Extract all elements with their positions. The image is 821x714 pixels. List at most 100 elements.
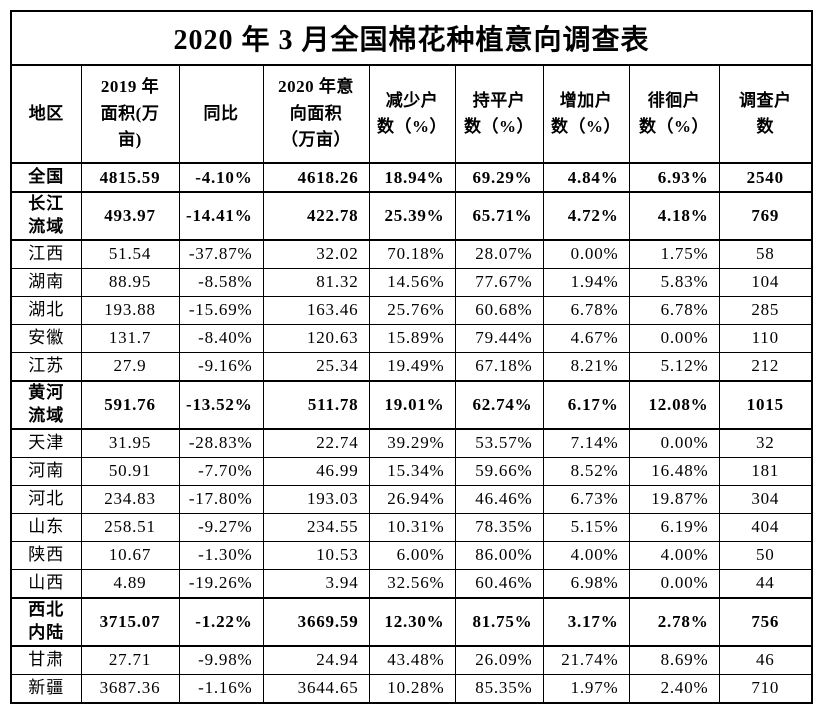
area-2020-intent-cell: 46.99 — [262, 456, 370, 486]
decrease-households-cell: 39.29% — [368, 428, 456, 458]
wavering-households-cell: 2.78% — [628, 596, 720, 647]
wavering-households-cell: 2.40% — [628, 673, 720, 704]
increase-households-cell: 6.78% — [542, 295, 630, 325]
column-header-increase-households: 增加户 数（%） — [542, 64, 630, 164]
yoy-cell: -9.27% — [178, 512, 264, 542]
region-cell: 长江 流域 — [10, 191, 82, 241]
table-row: 安徽 131.7 -8.40% 120.63 15.89% 79.44% 4.6… — [10, 323, 813, 353]
yoy-cell: -1.16% — [178, 673, 264, 704]
table-row: 江苏 27.9 -9.16% 25.34 19.49% 67.18% 8.21%… — [10, 351, 813, 382]
decrease-households-cell: 18.94% — [368, 162, 456, 193]
wavering-households-cell: 4.18% — [628, 191, 720, 241]
wavering-households-cell: 1.75% — [628, 239, 720, 269]
area-2020-intent-cell: 24.94 — [262, 645, 370, 675]
area-2020-intent-cell: 193.03 — [262, 484, 370, 514]
area-2019-cell: 591.76 — [80, 379, 180, 430]
decrease-households-cell: 19.49% — [368, 351, 456, 382]
increase-households-cell: 6.17% — [542, 379, 630, 430]
flat-households-cell: 60.46% — [454, 568, 544, 599]
region-cell: 西北 内陆 — [10, 596, 82, 647]
cotton-survey-table: 2020 年 3 月全国棉花种植意向调查表 地区 2019 年 面积(万 亩) … — [10, 10, 814, 704]
area-2019-cell: 4815.59 — [80, 162, 180, 193]
increase-households-cell: 6.73% — [542, 484, 630, 514]
yoy-cell: -9.98% — [178, 645, 264, 675]
area-2020-intent-cell: 120.63 — [262, 323, 370, 353]
wavering-households-cell: 16.48% — [628, 456, 720, 486]
decrease-households-cell: 14.56% — [368, 267, 456, 297]
flat-households-cell: 62.74% — [454, 379, 544, 430]
yoy-cell: -19.26% — [178, 568, 264, 599]
wavering-households-cell: 5.83% — [628, 267, 720, 297]
decrease-households-cell: 32.56% — [368, 568, 456, 599]
area-2019-cell: 193.88 — [80, 295, 180, 325]
yoy-cell: -8.40% — [178, 323, 264, 353]
area-2020-intent-cell: 3644.65 — [262, 673, 370, 704]
table-row: 湖北 193.88 -15.69% 163.46 25.76% 60.68% 6… — [10, 295, 813, 325]
area-2019-cell: 258.51 — [80, 512, 180, 542]
surveyed-households-cell: 285 — [718, 295, 813, 325]
region-cell: 江苏 — [10, 351, 82, 382]
region-cell: 天津 — [10, 428, 82, 458]
flat-households-cell: 65.71% — [454, 191, 544, 241]
area-2020-intent-cell: 10.53 — [262, 540, 370, 570]
column-header-yoy: 同比 — [178, 64, 264, 164]
table-row: 甘肃 27.71 -9.98% 24.94 43.48% 26.09% 21.7… — [10, 645, 813, 675]
table-row: 黄河 流域 591.76 -13.52% 511.78 19.01% 62.74… — [10, 379, 813, 430]
table-row: 天津 31.95 -28.83% 22.74 39.29% 53.57% 7.1… — [10, 428, 813, 458]
increase-households-cell: 4.72% — [542, 191, 630, 241]
flat-households-cell: 26.09% — [454, 645, 544, 675]
increase-households-cell: 5.15% — [542, 512, 630, 542]
surveyed-households-cell: 304 — [718, 484, 813, 514]
column-header-flat-households: 持平户 数（%） — [454, 64, 544, 164]
area-2019-cell: 88.95 — [80, 267, 180, 297]
flat-households-cell: 46.46% — [454, 484, 544, 514]
surveyed-households-cell: 404 — [718, 512, 813, 542]
column-header-region: 地区 — [10, 64, 82, 164]
flat-households-cell: 69.29% — [454, 162, 544, 193]
decrease-households-cell: 10.31% — [368, 512, 456, 542]
table-row: 湖南 88.95 -8.58% 81.32 14.56% 77.67% 1.94… — [10, 267, 813, 297]
title-row: 2020 年 3 月全国棉花种植意向调查表 — [11, 11, 813, 66]
region-cell: 山东 — [10, 512, 82, 542]
decrease-households-cell: 70.18% — [368, 239, 456, 269]
flat-households-cell: 78.35% — [454, 512, 544, 542]
yoy-cell: -14.41% — [178, 191, 264, 241]
increase-households-cell: 1.97% — [542, 673, 630, 704]
yoy-cell: -15.69% — [178, 295, 264, 325]
table-row: 河南 50.91 -7.70% 46.99 15.34% 59.66% 8.52… — [10, 456, 813, 486]
flat-households-cell: 53.57% — [454, 428, 544, 458]
increase-households-cell: 1.94% — [542, 267, 630, 297]
flat-households-cell: 79.44% — [454, 323, 544, 353]
table-row: 新疆 3687.36 -1.16% 3644.65 10.28% 85.35% … — [10, 673, 813, 704]
increase-households-cell: 4.00% — [542, 540, 630, 570]
area-2019-cell: 31.95 — [80, 428, 180, 458]
surveyed-households-cell: 32 — [718, 428, 813, 458]
surveyed-households-cell: 769 — [718, 191, 813, 241]
column-header-area-2020-intent: 2020 年意 向面积 （万亩） — [262, 64, 370, 164]
area-2020-intent-cell: 4618.26 — [262, 162, 370, 193]
area-2020-intent-cell: 32.02 — [262, 239, 370, 269]
area-2020-intent-cell: 22.74 — [262, 428, 370, 458]
area-2019-cell: 131.7 — [80, 323, 180, 353]
decrease-households-cell: 25.76% — [368, 295, 456, 325]
region-cell: 新疆 — [10, 673, 82, 704]
table-header: 2020 年 3 月全国棉花种植意向调查表 地区 2019 年 面积(万 亩) … — [10, 11, 813, 164]
decrease-households-cell: 12.30% — [368, 596, 456, 647]
increase-households-cell: 7.14% — [542, 428, 630, 458]
table-row: 陕西 10.67 -1.30% 10.53 6.00% 86.00% 4.00%… — [10, 540, 813, 570]
column-header-decrease-households: 减少户 数（%） — [368, 64, 456, 164]
region-cell: 安徽 — [10, 323, 82, 353]
area-2019-cell: 493.97 — [80, 191, 180, 241]
yoy-cell: -13.52% — [178, 379, 264, 430]
flat-households-cell: 67.18% — [454, 351, 544, 382]
yoy-cell: -1.22% — [178, 596, 264, 647]
table-row: 长江 流域 493.97 -14.41% 422.78 25.39% 65.71… — [10, 191, 813, 241]
increase-households-cell: 21.74% — [542, 645, 630, 675]
increase-households-cell: 4.67% — [542, 323, 630, 353]
area-2019-cell: 27.9 — [80, 351, 180, 382]
wavering-households-cell: 8.69% — [628, 645, 720, 675]
area-2020-intent-cell: 3.94 — [262, 568, 370, 599]
table-row: 山西 4.89 -19.26% 3.94 32.56% 60.46% 6.98%… — [10, 568, 813, 599]
area-2019-cell: 234.83 — [80, 484, 180, 514]
